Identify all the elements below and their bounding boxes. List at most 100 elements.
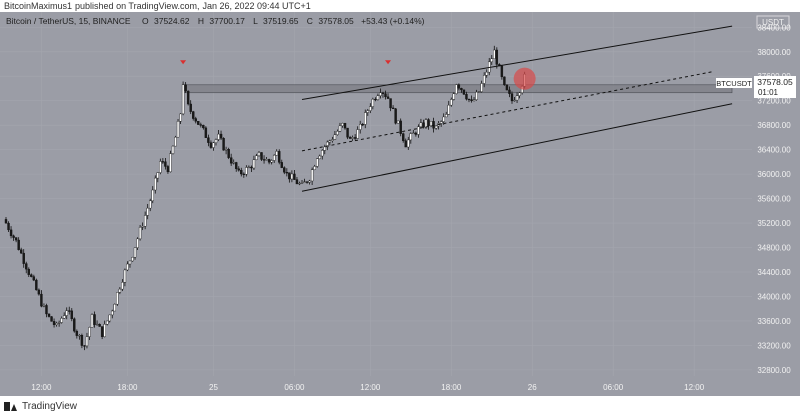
candle-body [169,153,172,173]
candle-body [35,279,38,291]
candle-body [237,168,240,171]
low-value: 37519.65 [263,16,299,26]
candle-body [321,150,324,157]
candle-body [267,159,271,163]
y-tick-label: 36800.00 [757,121,791,130]
close-value: 37578.05 [318,16,354,26]
candle-body [204,127,208,138]
candle-body [68,310,71,312]
high-marker-icon [180,60,187,65]
candle-body [323,146,326,151]
candle-body [414,132,418,135]
candle-body [346,127,349,138]
price-chart[interactable]: Bitcoin / TetherUS, 15, BINANCE O 37524.… [0,12,800,396]
candle-body [141,226,144,228]
y-tick-label: 35600.00 [757,195,791,204]
candle-body [364,112,367,125]
candle-body [257,152,261,156]
candle-body [143,215,147,227]
candle-body [156,172,160,179]
candle-body [394,108,397,124]
chart-title: Bitcoin / TetherUS, 15, BINANCE [6,16,131,26]
candle-body [515,95,519,101]
candle-body [265,159,268,161]
candle-body [260,152,263,160]
candle-body [366,110,369,113]
candle-body [45,305,48,315]
candle-body [70,310,73,320]
candle-body [331,139,334,141]
candle-body [452,93,456,100]
candle-body [88,327,91,337]
candle-body [252,159,256,169]
candle-body [422,122,425,128]
candle-body [402,133,405,141]
candle-body [262,159,266,161]
last-price-box [754,76,796,98]
candle-body [189,103,192,112]
candle-body [32,276,36,281]
candle-body [361,124,364,126]
candle-body [439,121,443,124]
candle-body [255,155,258,160]
y-tick-label: 33200.00 [757,341,791,350]
candle-body [298,182,301,185]
high-value: 37700.17 [209,16,245,26]
symbol-tag-box [716,78,752,88]
candle-body [62,315,66,319]
tradingview-logo-icon [4,402,18,411]
candle-body [219,133,223,139]
candle-body [399,120,402,134]
candle-body [212,142,215,148]
change-value: +53.43 (+0.14%) [361,16,424,26]
y-tick-label: 34800.00 [757,244,791,253]
candle-body [240,169,243,175]
candle-body [490,58,493,63]
price-axis[interactable]: USDT 38400.0038000.0037600.0037200.00368… [756,15,791,375]
candle-body [83,345,86,347]
candle-body [407,139,410,148]
x-tick-label: 12:00 [684,383,705,392]
candle-body [149,200,152,209]
candle-body [151,189,154,202]
candle-body [450,99,453,106]
candle-body [310,169,314,182]
candle-body [467,98,471,101]
chart-frame[interactable]: Bitcoin / TetherUS, 15, BINANCE O 37524.… [0,12,800,396]
candle-body [14,237,18,241]
candle-body [93,314,96,325]
candle-body [136,238,139,248]
candle-body [285,172,289,174]
candle-body [121,282,124,290]
candle-body [404,140,407,148]
candle-body [409,133,412,141]
publish-header: BitcoinMaximus1 published on TradingView… [0,0,800,12]
candle-body [278,151,281,163]
candle-body [275,151,278,156]
time-axis[interactable]: 12:00 18:00 25 06:00 12:00 18:00 26 06:00 12:00 [31,383,704,392]
author-name[interactable]: BitcoinMaximus1 [4,1,73,11]
candle-body [199,124,203,126]
candle-body [57,322,61,324]
candle-body [379,92,382,97]
candle-body [52,321,56,325]
candle-body [247,166,251,169]
candle-body [391,107,395,109]
candle-body [460,88,463,91]
channel-line [301,25,733,100]
x-tick-label: 25 [209,383,218,392]
candle-body [30,274,33,277]
y-tick-label: 37200.00 [757,97,791,106]
candle-body [85,336,89,347]
x-tick-label: 18:00 [117,383,138,392]
last-price-label: 37578.05 [757,77,793,87]
tradingview-logo[interactable]: TradingView [4,401,77,412]
title-legend: Bitcoin / TetherUS, 15, BINANCE O 37524.… [6,16,425,26]
x-tick-label: 18:00 [441,383,462,392]
candle-body [475,91,478,100]
candle-body [283,167,286,173]
candle-body [123,269,127,283]
y-tick-label: 34000.00 [757,292,791,301]
published-text: published on TradingView.com, [75,1,200,11]
candle-body [202,124,205,129]
